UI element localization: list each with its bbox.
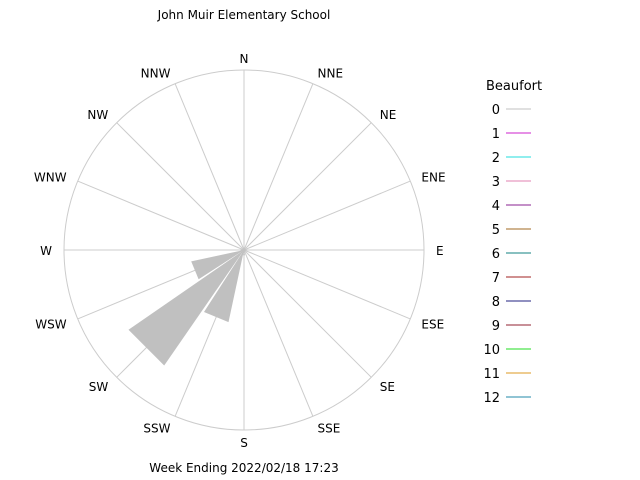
direction-label-wsw: WSW — [35, 318, 66, 332]
wedge-s-b0 — [243, 250, 245, 256]
direction-label-se: SE — [380, 380, 395, 394]
spoke-ne — [243, 122, 372, 251]
legend-label-9: 9 — [492, 319, 500, 334]
spoke-sse — [243, 249, 314, 417]
spoke-nne — [243, 83, 314, 251]
spoke-ese — [243, 249, 411, 320]
legend-label-5: 5 — [492, 223, 500, 238]
spoke-ene — [243, 180, 411, 251]
chart-title: John Muir Elementary School — [157, 8, 331, 22]
spoke-nnw — [174, 83, 245, 251]
wedge-nne-b0 — [244, 248, 245, 250]
legend-title: Beaufort — [486, 79, 542, 94]
direction-label-w: W — [40, 244, 52, 258]
chart-footer: Week Ending 2022/02/18 17:23 — [149, 461, 338, 475]
wedge-wsw-b0 — [191, 250, 244, 280]
wedge-e-b0 — [244, 249, 246, 251]
direction-label-nnw: NNW — [141, 67, 171, 81]
direction-label-nne: NNE — [318, 67, 344, 81]
direction-label-ssw: SSW — [143, 421, 170, 435]
wedge-se-b0 — [244, 250, 246, 252]
rose-wedges — [128, 248, 246, 366]
spoke-se — [243, 249, 372, 378]
direction-label-ese: ESE — [421, 318, 444, 332]
legend-label-8: 8 — [492, 295, 500, 310]
wedge-sse-b0 — [244, 250, 245, 252]
wedge-sw-b0 — [128, 250, 244, 366]
wedge-ssw-b0 — [204, 250, 244, 323]
legend-label-7: 7 — [492, 271, 500, 286]
direction-label-ne: NE — [380, 108, 397, 122]
wedge-nnw-b0 — [243, 248, 244, 250]
direction-label-s: S — [240, 436, 248, 450]
wedge-n-b0 — [243, 248, 245, 250]
direction-label-nw: NW — [87, 108, 108, 122]
direction-label-ene: ENE — [421, 171, 445, 185]
legend-label-1: 1 — [492, 127, 500, 142]
legend-label-6: 6 — [492, 247, 500, 262]
direction-label-wnw: WNW — [34, 171, 67, 185]
direction-label-n: N — [240, 52, 249, 66]
direction-labels: N NNE NE ENE E ESE SE SSE S SSW SW WSW W WNW NW NNW — [34, 52, 446, 450]
legend-label-10: 10 — [483, 343, 500, 358]
direction-label-sse: SSE — [318, 421, 341, 435]
direction-label-e: E — [436, 244, 444, 258]
legend-label-4: 4 — [492, 199, 500, 214]
wedge-ese-b0 — [244, 250, 246, 251]
wedge-wnw-b0 — [242, 249, 244, 250]
legend-label-2: 2 — [492, 151, 500, 166]
legend-label-12: 12 — [483, 391, 500, 406]
spoke-wnw — [77, 180, 245, 251]
legend-label-0: 0 — [492, 103, 500, 118]
wedge-ene-b0 — [244, 249, 246, 250]
legend-label-11: 11 — [483, 367, 500, 382]
direction-label-sw: SW — [89, 380, 109, 394]
legend-label-3: 3 — [492, 175, 500, 190]
wedge-ne-b0 — [244, 248, 246, 250]
spoke-nw — [116, 122, 245, 251]
wedge-w-b0 — [240, 249, 244, 251]
wedge-nw-b0 — [242, 248, 244, 250]
